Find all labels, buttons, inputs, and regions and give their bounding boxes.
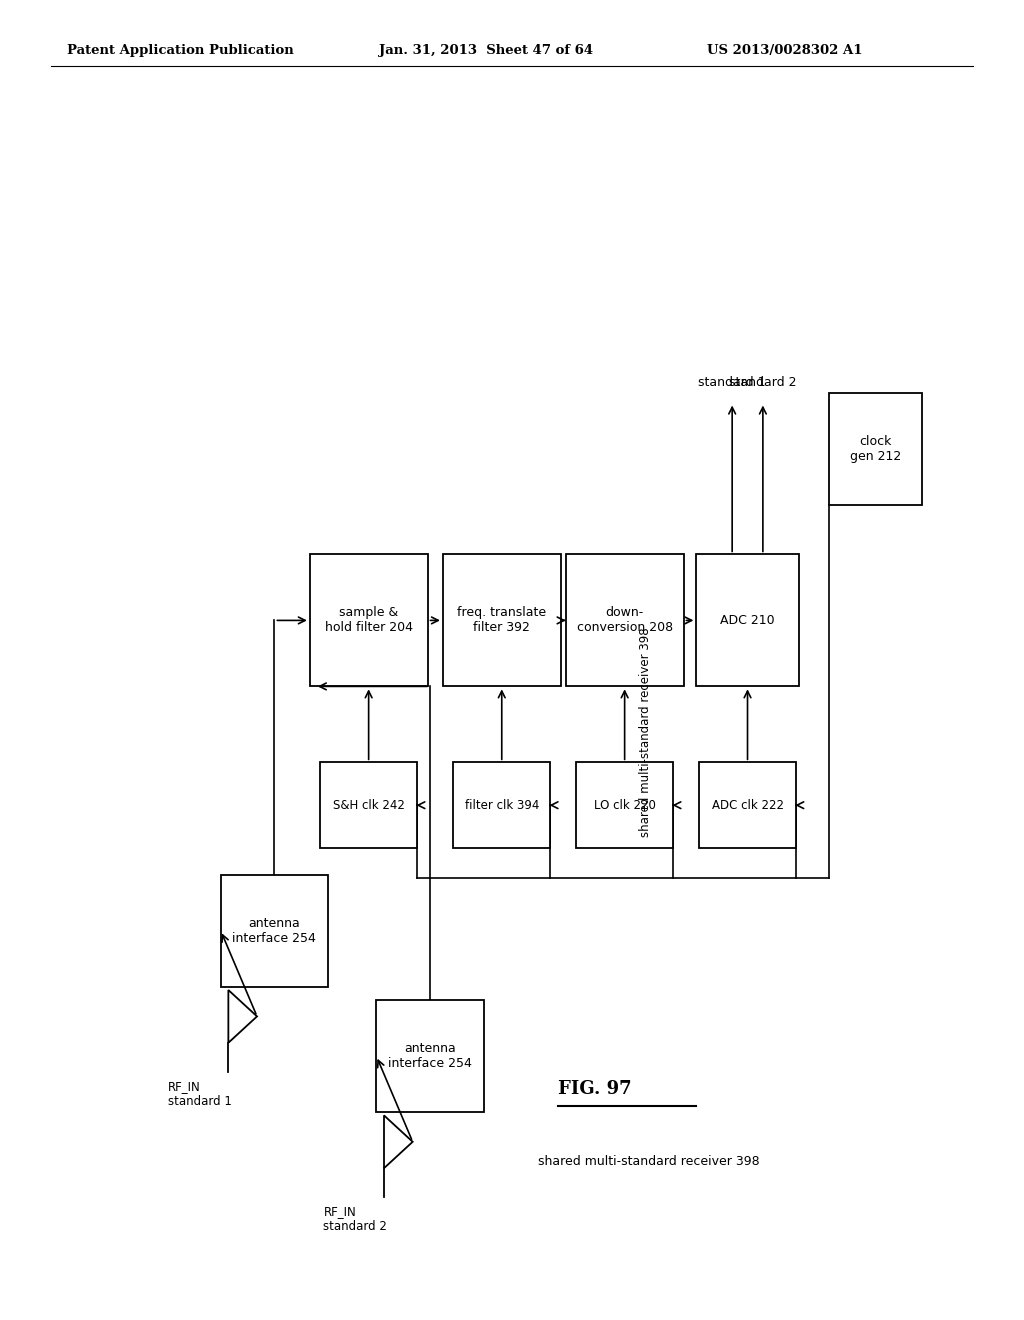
Text: shared multi-standard receiver 398: shared multi-standard receiver 398 bbox=[538, 1155, 759, 1168]
Bar bbox=[696, 554, 799, 686]
Bar bbox=[829, 393, 922, 504]
Text: Patent Application Publication: Patent Application Publication bbox=[67, 44, 293, 57]
Bar bbox=[565, 554, 684, 686]
Bar bbox=[698, 762, 797, 847]
Bar bbox=[319, 762, 418, 847]
Text: sample &
hold filter 204: sample & hold filter 204 bbox=[325, 606, 413, 635]
Text: filter clk 394: filter clk 394 bbox=[465, 799, 539, 812]
Text: antenna
interface 254: antenna interface 254 bbox=[388, 1041, 472, 1071]
Text: standard 1: standard 1 bbox=[698, 376, 766, 389]
Text: clock
gen 212: clock gen 212 bbox=[850, 434, 901, 463]
Text: S&H clk 242: S&H clk 242 bbox=[333, 799, 404, 812]
Text: freq. translate
filter 392: freq. translate filter 392 bbox=[457, 606, 547, 635]
Text: FIG. 97: FIG. 97 bbox=[558, 1080, 632, 1098]
Text: standard 2: standard 2 bbox=[729, 376, 797, 389]
Bar bbox=[309, 554, 428, 686]
Text: Jan. 31, 2013  Sheet 47 of 64: Jan. 31, 2013 Sheet 47 of 64 bbox=[379, 44, 593, 57]
Bar bbox=[221, 874, 328, 987]
Text: US 2013/0028302 A1: US 2013/0028302 A1 bbox=[707, 44, 862, 57]
Bar bbox=[442, 554, 561, 686]
Text: ADC clk 222: ADC clk 222 bbox=[712, 799, 783, 812]
Text: RF_IN
standard 2: RF_IN standard 2 bbox=[324, 1205, 387, 1233]
Bar bbox=[575, 762, 674, 847]
Text: RF_IN
standard 1: RF_IN standard 1 bbox=[168, 1080, 231, 1107]
Text: LO clk 220: LO clk 220 bbox=[594, 799, 655, 812]
Text: antenna
interface 254: antenna interface 254 bbox=[232, 916, 316, 945]
Bar bbox=[377, 1001, 483, 1111]
Text: shared multi-standard receiver 398: shared multi-standard receiver 398 bbox=[639, 628, 651, 837]
Text: down-
conversion 208: down- conversion 208 bbox=[577, 606, 673, 635]
Bar bbox=[453, 762, 551, 847]
Text: ADC 210: ADC 210 bbox=[720, 614, 775, 627]
